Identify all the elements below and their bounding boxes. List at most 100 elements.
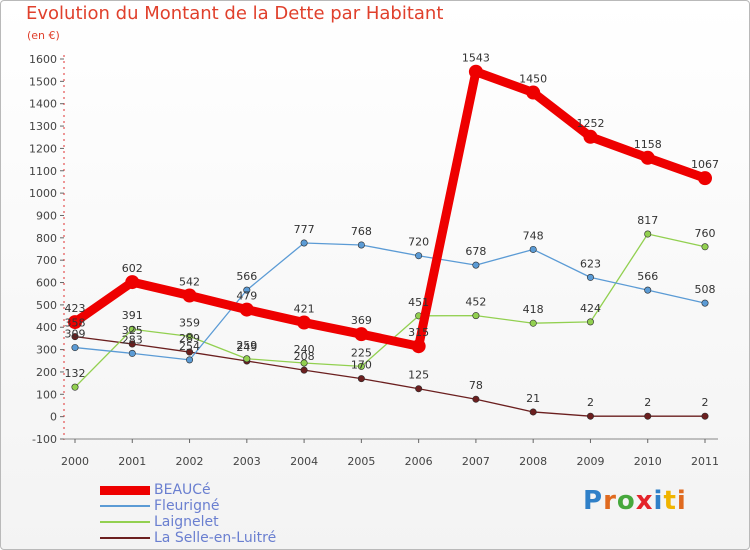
data-label: 249	[236, 341, 257, 354]
data-label: 678	[465, 245, 486, 258]
data-label: 768	[351, 225, 372, 238]
data-label: 315	[408, 326, 429, 339]
y-tick-label: 1500	[29, 75, 57, 88]
legend-label: BEAUCé	[154, 482, 211, 498]
data-point	[415, 385, 423, 393]
data-point	[529, 319, 537, 327]
legend-swatch	[100, 521, 150, 523]
data-label: 566	[236, 270, 257, 283]
x-tick-label: 2008	[519, 455, 547, 468]
legend-swatch	[100, 485, 150, 495]
data-point	[71, 333, 79, 341]
x-tick-label: 2009	[576, 455, 604, 468]
data-point	[468, 64, 483, 79]
data-label: 240	[294, 343, 315, 356]
logo-letter: o	[616, 486, 636, 516]
data-label: 391	[122, 309, 143, 322]
y-tick-label: 1100	[29, 165, 57, 178]
y-tick-label: 800	[36, 232, 57, 245]
data-label: 2	[702, 396, 709, 409]
data-label: 451	[408, 296, 429, 309]
x-tick-label: 2000	[61, 455, 89, 468]
chart-title: Evolution du Montant de la Dette par Hab…	[26, 3, 444, 24]
legend-label: Fleurigné	[154, 498, 220, 514]
data-label: 623	[580, 257, 601, 270]
data-label: 602	[122, 262, 143, 275]
data-point	[239, 302, 254, 317]
data-label: 289	[179, 332, 200, 345]
data-point	[586, 412, 594, 420]
data-point	[411, 339, 426, 354]
legend-swatch	[100, 505, 150, 507]
data-label: 424	[580, 302, 601, 315]
y-tick-label: 1400	[29, 98, 57, 111]
data-label: 1543	[462, 52, 490, 65]
series-line	[70, 67, 710, 351]
x-tick-label: 2002	[176, 455, 204, 468]
data-point	[186, 348, 194, 356]
data-point	[357, 241, 365, 249]
data-point	[472, 261, 480, 269]
data-label: 1252	[576, 117, 604, 130]
data-point	[297, 315, 312, 330]
proxiti-logo: Proxiti	[583, 486, 687, 516]
data-point	[526, 85, 541, 100]
x-tick-label: 2001	[118, 455, 146, 468]
data-label: 1067	[691, 158, 719, 171]
data-label: 508	[695, 283, 716, 296]
data-point	[472, 395, 480, 403]
data-label: 259	[236, 339, 257, 352]
legend-swatch	[100, 537, 150, 539]
data-point	[586, 318, 594, 326]
series-line	[74, 242, 706, 361]
data-label: 421	[294, 303, 315, 316]
data-label: 2	[644, 396, 651, 409]
data-point	[415, 252, 423, 260]
data-label: 720	[408, 236, 429, 249]
data-label: 2	[587, 396, 594, 409]
data-label: 78	[469, 379, 483, 392]
chart-unit-label: (en €)	[27, 29, 60, 42]
data-point	[698, 171, 712, 186]
legend-label: La Selle-en-Luitré	[154, 530, 277, 546]
x-tick-label: 2003	[233, 455, 261, 468]
data-point	[701, 243, 709, 251]
data-label: 423	[65, 302, 86, 315]
y-tick-label: 1000	[29, 187, 57, 200]
y-tick-label: 300	[36, 344, 57, 357]
data-point	[529, 408, 537, 416]
data-label: 1158	[634, 138, 662, 151]
data-label: 125	[408, 369, 429, 382]
logo-letter: x	[635, 486, 654, 516]
data-point	[71, 344, 79, 352]
data-point	[644, 412, 652, 420]
data-point	[586, 273, 594, 281]
data-label: 170	[351, 359, 372, 372]
data-point	[300, 359, 308, 367]
data-label: 254	[179, 340, 200, 353]
data-label: 309	[65, 328, 86, 341]
data-point	[357, 362, 365, 370]
data-point	[300, 366, 308, 374]
y-tick-label: 1300	[29, 120, 57, 133]
data-point	[125, 275, 140, 290]
data-label: 452	[465, 296, 486, 309]
data-label: 1450	[519, 73, 547, 86]
y-tick-label: 700	[36, 254, 57, 267]
data-point	[644, 230, 652, 238]
data-point	[128, 349, 136, 357]
data-point	[300, 239, 308, 247]
y-tick-label: 400	[36, 321, 57, 334]
series-line	[74, 233, 706, 388]
data-label: 325	[122, 324, 143, 337]
y-tick-label: 1200	[29, 142, 57, 155]
data-label: 566	[637, 270, 658, 283]
logo-letter: r	[603, 486, 617, 516]
data-label: 479	[236, 290, 257, 303]
data-label: 542	[179, 275, 200, 288]
x-tick-label: 2006	[405, 455, 433, 468]
data-point	[186, 356, 194, 364]
logo-letter: i	[676, 486, 687, 516]
